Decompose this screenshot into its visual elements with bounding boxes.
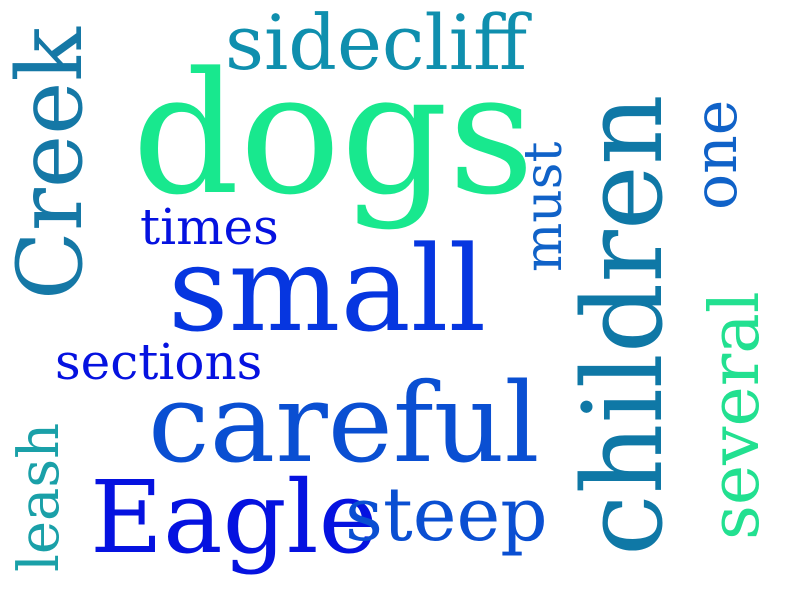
word-careful: careful: [148, 359, 540, 487]
word-steep: steep: [345, 472, 548, 558]
word-creek: Creek: [0, 27, 103, 300]
word-times: times: [140, 198, 279, 256]
word-must: must: [514, 141, 574, 272]
word-dogs: dogs: [132, 36, 535, 232]
word-children: children: [559, 94, 687, 556]
word-one: one: [681, 99, 751, 210]
word-several: several: [696, 291, 775, 540]
word-small: small: [168, 220, 487, 358]
word-sidecliff: sidecliff: [225, 0, 528, 87]
word-leash: leash: [7, 422, 72, 572]
word-sections: sections: [55, 333, 263, 391]
word-eagle: Eagle: [90, 459, 378, 576]
